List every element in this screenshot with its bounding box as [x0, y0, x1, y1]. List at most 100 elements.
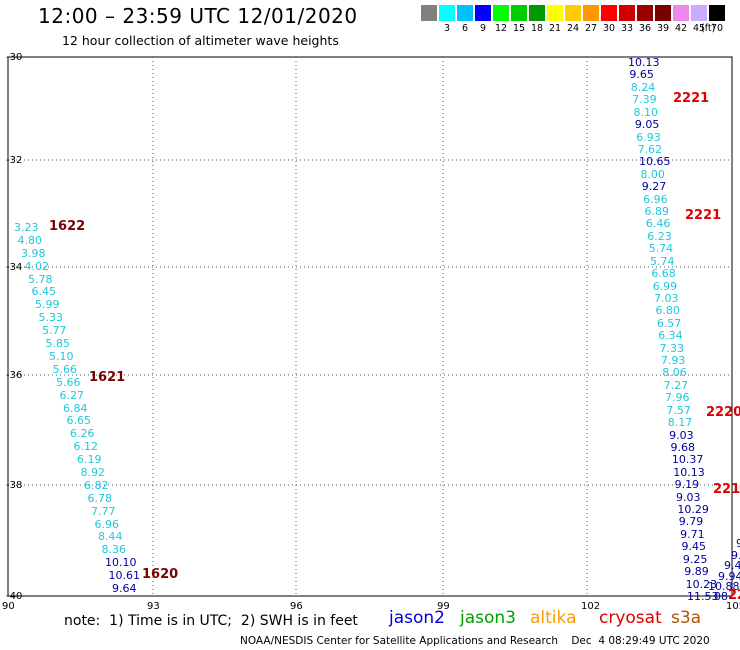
swh-value: 6.80 — [655, 304, 680, 318]
satellite-cryosat: cryosat — [599, 608, 662, 628]
longitude-label: 96 — [290, 601, 303, 612]
swh-value-clipped: 08 — [714, 590, 728, 603]
swh-value: 6.26 — [70, 427, 95, 441]
swh-value: 5.74 — [648, 242, 674, 256]
legend-label: 42 — [674, 23, 688, 34]
swh-value: 5.66 — [56, 375, 81, 389]
swh-value: 6.45 — [31, 285, 57, 299]
swh-value: 9.65 — [629, 68, 654, 82]
swh-value: 6.27 — [59, 388, 85, 402]
swh-value: 7.03 — [654, 291, 679, 305]
legend-swatch — [475, 5, 491, 21]
swh-value: 6.78 — [87, 491, 113, 505]
color-legend: 3 6 9 12 15 18 21 24 27 30 33 36 39 42 45 70 (ft) — [421, 5, 729, 34]
longitude-label: 90 — [2, 601, 15, 612]
time-label: 2221 — [685, 208, 722, 223]
legend-label: 21 — [548, 23, 562, 34]
swh-value: 9.89 — [684, 565, 709, 579]
swh-value: 9.19 — [674, 478, 700, 492]
swh-value: 5.66 — [52, 362, 78, 376]
latitude-label: -32 — [6, 155, 23, 166]
swh-value: 6.96 — [643, 192, 668, 206]
swh-value: 6.68 — [651, 267, 676, 281]
swh-value: 6.82 — [84, 478, 109, 492]
swh-value: 6.19 — [77, 453, 102, 467]
swh-value: 4.02 — [24, 259, 50, 273]
legend-swatch — [673, 5, 689, 21]
swh-value: 9.25 — [682, 552, 708, 566]
swh-value: 6.23 — [647, 229, 672, 243]
swh-value: 7.57 — [666, 403, 691, 417]
swh-value: 11.53 — [687, 590, 719, 603]
legend-swatch — [655, 5, 671, 21]
longitude-label: 99 — [437, 601, 450, 612]
swh-value-clipped: 22 — [728, 588, 740, 603]
time-label: 1622 — [49, 219, 86, 234]
swh-value: 10.37 — [671, 453, 704, 467]
time-label: 2220 — [706, 405, 740, 420]
swh-value: 10.13 — [628, 56, 660, 69]
swh-value: 8.44 — [98, 530, 123, 544]
swh-value: 6.84 — [63, 401, 88, 415]
swh-value-clipped: 9.4 — [724, 559, 740, 572]
latitude-label: -30 — [6, 52, 23, 63]
swh-value: 10.61 — [108, 569, 141, 583]
satellite-jason3: jason3 — [460, 608, 516, 628]
swh-value: 8.36 — [101, 543, 127, 557]
swh-value: 3.23 — [14, 221, 39, 234]
swh-value: 9.79 — [678, 515, 704, 529]
swh-value: 6.93 — [636, 130, 661, 144]
longitude-label: 93 — [147, 601, 160, 612]
legend-unit: (ft) — [701, 23, 716, 34]
legend-swatch — [529, 5, 545, 21]
swh-value: 5.10 — [49, 349, 74, 363]
legend-swatch — [457, 5, 473, 21]
swh-value: 6.96 — [94, 517, 120, 531]
legend-swatch — [583, 5, 599, 21]
swh-value: 9.64 — [112, 582, 137, 595]
swh-value: 4.80 — [17, 233, 43, 247]
credit-line: NOAA/NESDIS Center for Satellite Applica… — [240, 635, 710, 647]
legend-swatch — [691, 5, 707, 21]
swh-value: 8.17 — [667, 416, 693, 430]
legend-label: 36 — [638, 23, 652, 34]
longitude-label: 105 — [726, 601, 740, 612]
swh-value: 8.00 — [640, 167, 665, 181]
swh-value: 7.77 — [91, 504, 116, 518]
swh-value: 7.96 — [665, 391, 690, 405]
legend-label: 18 — [530, 23, 544, 34]
swh-value: 5.77 — [42, 324, 67, 338]
satellite-altika: altika — [530, 608, 577, 628]
longitude-label: 102 — [581, 601, 601, 612]
swh-value: 7.93 — [660, 354, 686, 368]
swh-value: 6.65 — [66, 414, 92, 428]
swh-value: 7.62 — [637, 142, 663, 156]
legend-swatch — [709, 5, 725, 21]
swh-value: 8.92 — [80, 465, 106, 479]
satellite-s3a: s3a — [671, 608, 702, 628]
swh-value: 5.33 — [38, 311, 64, 325]
swh-value: 7.27 — [663, 378, 689, 392]
swh-value: 7.33 — [659, 341, 685, 355]
swh-value: 7.39 — [632, 93, 657, 107]
legend-swatch — [511, 5, 527, 21]
time-label: 1621 — [89, 370, 126, 385]
swh-value: 6.46 — [645, 217, 671, 231]
swh-value-clipped: 9. — [731, 549, 740, 562]
legend-swatch — [601, 5, 617, 21]
time-label: 1620 — [142, 567, 179, 582]
swh-value: 8.06 — [662, 366, 687, 380]
swh-value: 9.45 — [681, 540, 707, 554]
swh-value-clipped: 9.94 — [718, 570, 740, 583]
swh-value: 6.34 — [658, 329, 683, 343]
legend-label: 39 — [656, 23, 670, 34]
legend-label: 33 — [620, 23, 634, 34]
page-subtitle: 12 hour collection of altimeter wave hei… — [62, 33, 339, 48]
swh-value: 9.68 — [670, 440, 696, 454]
legend-label: 15 — [512, 23, 526, 34]
swh-value: 8.10 — [633, 105, 658, 119]
latitude-label: -34 — [6, 262, 23, 273]
swh-value: 9.27 — [641, 180, 667, 194]
satellite-jason2: jason2 — [389, 608, 445, 628]
